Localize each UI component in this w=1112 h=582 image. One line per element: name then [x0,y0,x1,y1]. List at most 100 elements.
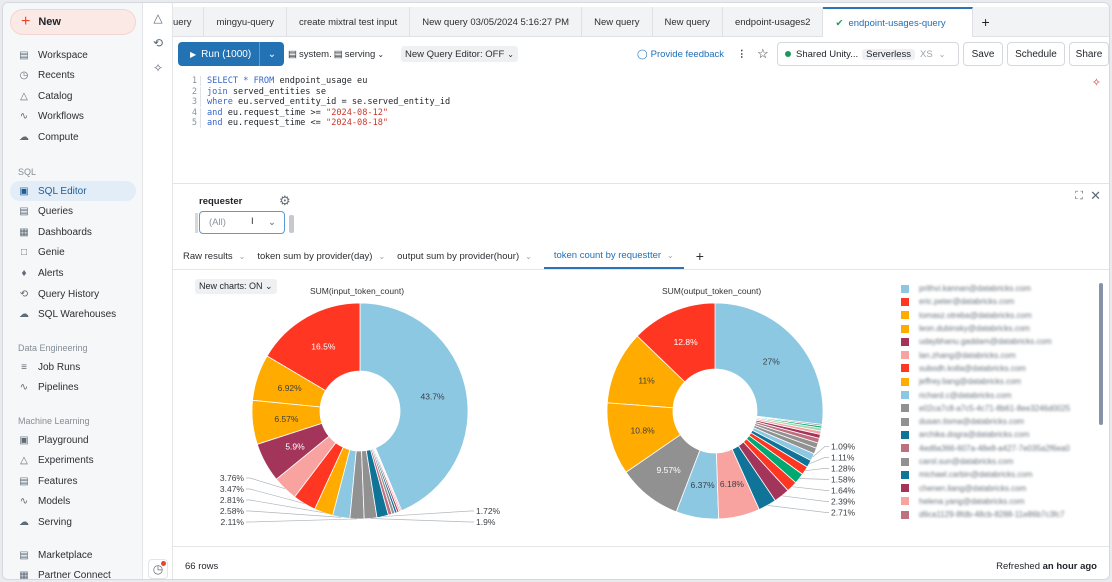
schedule-button[interactable]: Schedule [1007,42,1065,66]
pie-slice[interactable] [606,335,686,409]
legend-scrollbar[interactable] [1099,283,1103,425]
save-button[interactable]: Save [963,42,1003,66]
provide-feedback-link[interactable]: ◯ Provide feedback [637,46,724,62]
star-icon[interactable]: ☆ [757,46,769,61]
legend-item[interactable]: richard.c@databricks.com [901,388,1096,401]
chevron-down-icon[interactable]: ⌄ [238,251,246,261]
legend-item[interactable]: helena.yang@databricks.com [901,495,1096,508]
pie-slice[interactable] [256,422,330,480]
add-visualization-button[interactable]: + [695,248,704,264]
expand-icon[interactable]: ⛶ [1075,190,1083,202]
pie-slice[interactable] [332,449,357,519]
pie-slice[interactable] [266,302,361,392]
requester-filter-select[interactable]: (All) I ⌄ [199,211,285,234]
result-tab[interactable]: token sum by provider(day) ⌄ [257,243,385,269]
share-button[interactable]: Share [1069,42,1109,66]
new-editor-toggle[interactable]: New Query Editor: OFF ⌄ [401,46,518,62]
more-menu-icon[interactable]: ⋮ [737,48,747,60]
sidebar-item-recents[interactable]: ◷ Recents [10,66,136,86]
result-tab[interactable]: token count by requestter ⌄ [543,243,684,269]
sidebar-item-compute[interactable]: ☁ Compute [10,127,136,147]
sidebar-item-serving[interactable]: ☁ Serving [10,512,136,532]
results-divider[interactable] [173,183,1109,184]
close-icon[interactable]: ✕ [1090,188,1101,203]
sidebar-item-partner-connect[interactable]: ▦ Partner Connect [10,566,136,579]
sidebar-item-sql-warehouses[interactable]: ☁ SQL Warehouses [10,305,136,325]
pie-slice[interactable] [606,402,681,473]
legend-item[interactable]: leon.dubinsky@databricks.com [901,322,1096,335]
query-tab[interactable]: uery [173,7,205,37]
legend-item[interactable]: d6ca1129-8fdb-48cb-8288-11e86b7c3fc7 [901,508,1096,521]
pie-slice[interactable] [251,399,323,445]
query-tab[interactable]: create mixtral test input [287,7,411,37]
new-charts-toggle[interactable]: New charts: ON ⌄ [195,279,277,294]
pie-slice[interactable] [731,445,776,511]
legend-item[interactable]: eric.peter@databricks.com [901,295,1096,308]
legend-item[interactable]: subodh.kolla@databricks.com [901,362,1096,375]
legend-item[interactable]: tomasz.otreba@databricks.com [901,309,1096,322]
gear-icon[interactable]: ⚙ [279,193,291,208]
legend-item[interactable]: 4ed6a366-607a-48e8-a427-7e035a2f6ea0 [901,442,1096,455]
legend-item[interactable]: dusan.tisma@databricks.com [901,415,1096,428]
sidebar-item-pipelines[interactable]: ∿ Pipelines [10,378,136,398]
sidebar-item-features[interactable]: ▤ Features [10,471,136,491]
pie-slice[interactable] [294,442,344,510]
legend-item[interactable]: chenen.liang@databricks.com [901,481,1096,494]
pie-slice[interactable] [636,302,716,383]
pie-slice[interactable] [675,449,720,520]
sidebar-item-query-history[interactable]: ⟲ Query History [10,284,136,304]
ai-assist-icon[interactable]: ✧ [1091,77,1101,89]
pie-slice[interactable] [374,447,403,512]
assistant-icon[interactable]: ✧ [152,61,164,75]
sidebar-item-catalog[interactable]: △ Catalog [10,86,136,106]
pie-slice[interactable] [275,435,337,498]
catalog-selector[interactable]: ▤ system. ▤ serving ⌄ [288,48,385,60]
sidebar-item-queries[interactable]: ▤ Queries [10,202,136,222]
chevron-down-icon[interactable]: ⌄ [525,251,532,261]
drag-handle[interactable] [195,213,198,233]
sidebar-item-workflows[interactable]: ∿ Workflows [10,107,136,127]
result-tab[interactable]: Raw results ⌄ [183,243,245,269]
legend-item[interactable]: prithvi.kannan@databricks.com [901,282,1096,295]
sidebar-item-marketplace[interactable]: ▤ Marketplace [10,545,136,565]
legend-item[interactable]: michael.carbin@databricks.com [901,468,1096,481]
sidebar-item-dashboards[interactable]: ▦ Dashboards [10,222,136,242]
code-editor[interactable]: 1 SELECT * FROM endpoint_usage eu 2 join se… [173,73,1109,143]
add-tab-button[interactable]: + [981,13,990,30]
sidebar-item-alerts[interactable]: ♦ Alerts [10,263,136,283]
legend-item[interactable]: lan.zhang@databricks.com [901,348,1096,361]
warehouse-selector[interactable]: Shared Unity... Serverless XS ⌄ [777,42,959,66]
sidebar-item-playground[interactable]: ▣ Playground [10,430,136,450]
notification-icon[interactable]: ◷ [148,559,168,579]
sidebar-item-job-runs[interactable]: ≡ Job Runs [10,357,136,377]
run-dropdown-icon[interactable]: ⌄ [267,48,277,60]
query-tab[interactable]: New query [653,7,723,37]
drag-handle[interactable] [289,215,294,233]
run-button[interactable]: ▶ Run (1000) ⌄ [178,42,284,66]
query-tab[interactable]: New query [582,7,653,37]
pie-slice[interactable] [359,302,469,512]
pie-slice[interactable] [314,446,351,516]
sidebar-item-genie[interactable]: □ Genie [10,243,136,263]
chevron-down-icon[interactable]: ⌄ [667,250,674,260]
result-tab[interactable]: output sum by provider(hour) ⌄ [397,243,532,269]
catalog-icon[interactable]: △ [153,11,163,25]
legend-item[interactable]: e02ca7c8-a7c5-4c71-8b61-8ee3246d0025 [901,402,1096,415]
query-tab[interactable]: New query 03/05/2024 5:16:27 PM [410,7,583,37]
pie-slice[interactable] [716,448,760,520]
pie-slice[interactable] [252,355,327,408]
sidebar-item-workspace[interactable]: ▤ Workspace [10,45,136,65]
chevron-down-icon[interactable]: ⌄ [378,251,386,261]
pie-slice[interactable] [756,415,823,427]
sidebar-item-experiments[interactable]: △ Experiments [10,451,136,471]
query-tab[interactable]: mingyu-query [204,7,288,37]
pie-slice[interactable] [625,434,701,513]
sidebar-item-sql-editor[interactable]: ▣ SQL Editor [10,181,136,201]
query-tab[interactable]: ✔ endpoint-usages-query [823,7,973,37]
legend-item[interactable]: udaybhanu.gaddam@databricks.com [901,335,1096,348]
history-icon[interactable]: ⟲ [152,36,164,50]
new-button[interactable]: + New [10,9,136,35]
legend-item[interactable]: archika.dogra@databricks.com [901,428,1096,441]
pie-slice[interactable] [349,450,365,520]
pie-slice[interactable] [714,302,824,425]
